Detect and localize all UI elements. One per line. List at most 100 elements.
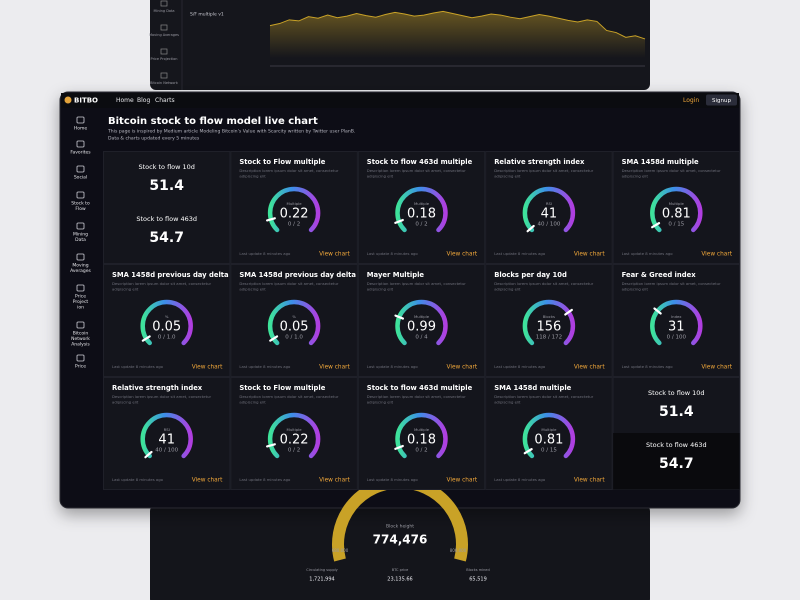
card — [230, 151, 358, 264]
card — [230, 377, 358, 490]
card-description: Description lorem ipsum dolor sit amet, … — [494, 168, 593, 173]
stat-value: 51.4 — [149, 178, 184, 194]
gauge-knob — [265, 217, 276, 222]
sidebar-icon[interactable] — [76, 191, 85, 199]
card-title: SMA 1458d multiple — [494, 384, 571, 392]
sidebar-label[interactable]: Project — [73, 299, 89, 305]
gauge-label: Block height — [386, 524, 414, 530]
card-title: SMA 1458d multiple — [622, 158, 699, 166]
view-chart-link[interactable]: View chart — [319, 365, 350, 371]
login[interactable]: Login — [683, 97, 699, 104]
card — [357, 151, 486, 264]
stat-value: 65,519 — [469, 577, 487, 583]
page-title: Bitcoin stock to flow model live chart — [108, 116, 318, 127]
gauge-value: 0.99 — [407, 320, 436, 335]
signup-button[interactable] — [706, 94, 737, 106]
view-chart-link[interactable]: View chart — [192, 478, 223, 484]
gauge-range: 40 / 100 — [155, 448, 178, 454]
sidebar-label[interactable]: Averages — [70, 268, 91, 274]
card-description: adipiscing elit — [367, 400, 394, 405]
card — [485, 151, 613, 264]
gauge-arc — [522, 412, 576, 459]
sidebar-label[interactable]: Bitcoin — [73, 331, 89, 337]
sidebar-icon[interactable] — [76, 354, 85, 362]
stat-label: Blocks mined — [466, 568, 489, 572]
sidebar-label[interactable]: Home — [74, 126, 88, 132]
card — [103, 264, 231, 377]
view-chart-link[interactable]: View chart — [319, 252, 350, 258]
card-description: adipiscing elit — [367, 174, 394, 179]
nav-link[interactable]: Charts — [155, 97, 175, 104]
card-footer: Last update 8 minutes ago — [367, 364, 419, 369]
view-chart-link[interactable]: View chart — [447, 365, 478, 371]
view-chart-link[interactable]: View chart — [574, 365, 605, 371]
view-chart-link[interactable]: View chart — [574, 252, 605, 258]
card-description: adipiscing elit — [112, 400, 139, 405]
sidebar-icon[interactable] — [76, 284, 85, 292]
sidebar-label[interactable]: Stock to — [71, 201, 90, 207]
gauge-arc — [650, 299, 703, 346]
gauge-label: Blocks — [543, 314, 555, 319]
gauge-range: 0 / 1.0 — [158, 335, 176, 341]
view-chart-link[interactable]: View chart — [192, 365, 223, 371]
card-footer: Last update 8 minutes ago — [622, 364, 674, 369]
gauge-label: RSI — [164, 427, 170, 432]
gauge-value: 0.18 — [407, 207, 436, 222]
gauge-range: 118 / 172 — [536, 335, 562, 341]
signup[interactable]: Signup — [712, 98, 731, 104]
sidebar-label[interactable]: ion — [77, 305, 84, 311]
gauge-range: 0 / 1.0 — [285, 335, 303, 341]
sidebar-label[interactable]: Mining — [73, 232, 88, 238]
view-chart-link[interactable]: View chart — [319, 478, 350, 484]
card-description: Description lorem ipsum dolor sit amet, … — [239, 394, 338, 399]
sidebar-label[interactable]: Moving — [72, 263, 88, 269]
gauge-value: 41 — [158, 433, 175, 448]
sidebar-icon[interactable] — [76, 253, 85, 261]
card — [230, 264, 358, 377]
nav-bar — [61, 93, 739, 108]
sidebar-label[interactable]: Flow — [75, 206, 86, 212]
gauge-range: 0 / 2 — [288, 222, 300, 228]
gauge-arc — [395, 299, 448, 346]
card-title: Fear & Greed index — [622, 271, 697, 279]
gauge-arc — [140, 412, 193, 459]
sidebar-label[interactable]: Social — [74, 175, 87, 181]
sidebar-label[interactable]: Favorites — [70, 150, 91, 156]
nav-link[interactable]: Home — [116, 97, 134, 104]
stat-label: Stock to flow 10d — [138, 163, 195, 171]
sidebar-label[interactable]: Data — [75, 237, 86, 243]
view-chart-link[interactable]: View chart — [701, 252, 732, 258]
nav-link[interactable]: Blog — [137, 97, 150, 104]
logo: BITBO — [74, 97, 98, 105]
sidebar-label[interactable]: Price — [75, 294, 86, 300]
card-title: SMA 1458d previous day delta — [239, 271, 356, 279]
sidebar-icon[interactable] — [76, 140, 85, 148]
gauge-range: 0 / 2 — [415, 448, 427, 454]
sidebar-label[interactable]: Analysis — [71, 342, 90, 348]
sidebar-icon[interactable] — [76, 321, 85, 329]
gauge-arc — [267, 299, 321, 346]
gauge-label: Multiple — [414, 314, 430, 319]
sidebar-icon[interactable] — [76, 222, 85, 230]
card-footer: Last update 8 minutes ago — [494, 477, 546, 482]
sidebar-icon[interactable] — [76, 116, 85, 124]
card-description: adipiscing elit — [112, 287, 139, 292]
stat-value: 51.4 — [659, 404, 694, 420]
gauge-arc — [267, 412, 321, 459]
gauge-knob — [651, 222, 661, 229]
sidebar-icon[interactable] — [76, 165, 85, 173]
icon — [160, 0, 168, 7]
view-chart-link[interactable]: View chart — [447, 478, 478, 484]
view-chart-link[interactable]: View chart — [574, 478, 605, 484]
gauge-knob — [144, 450, 153, 459]
card-title: SMA 1458d previous day delta — [112, 271, 229, 279]
card-description: Description lorem ipsum dolor sit amet, … — [622, 281, 721, 286]
view-chart-link[interactable]: View chart — [701, 365, 732, 371]
gauge-knob — [269, 335, 279, 342]
sidebar-label[interactable]: Network — [71, 336, 90, 342]
sidebar-label[interactable]: Price — [75, 364, 86, 370]
view-chart-link[interactable]: View chart — [447, 252, 478, 258]
gauge-arc — [267, 186, 321, 233]
card-description: Description lorem ipsum dolor sit amet, … — [494, 394, 593, 399]
